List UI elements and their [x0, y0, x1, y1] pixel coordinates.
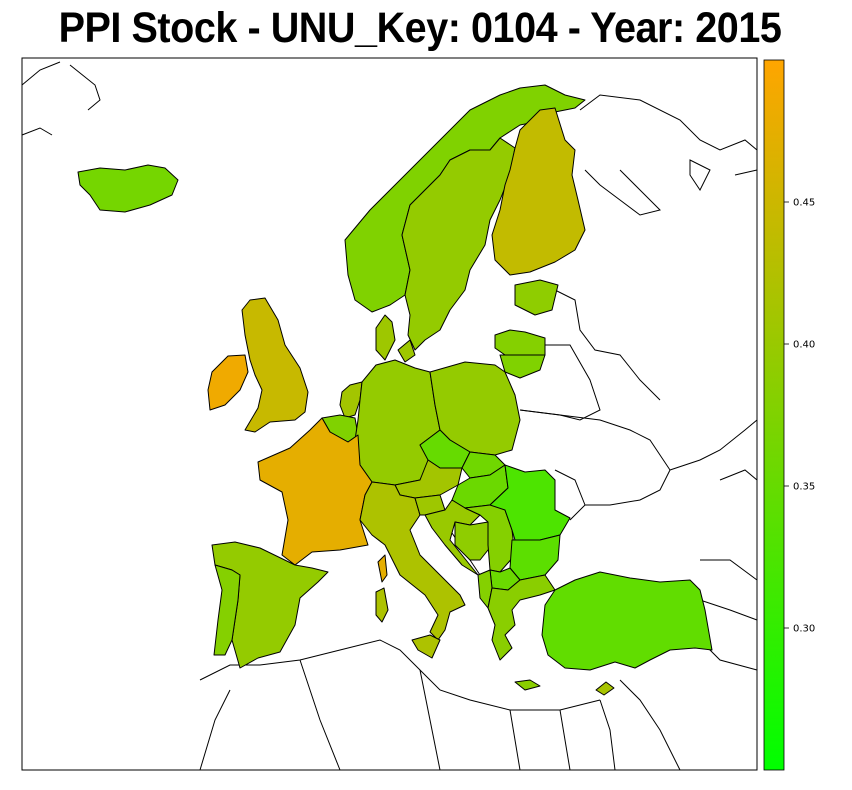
syria-border	[619, 679, 681, 771]
region-romania	[489, 464, 571, 541]
white-sea-outline	[584, 169, 661, 216]
region-finland	[491, 107, 586, 276]
morocco-border	[199, 689, 231, 771]
region-iceland	[77, 164, 179, 213]
legend-tick-label: 0.45	[793, 198, 815, 209]
region-sardinia	[375, 587, 389, 623]
region-denmark-islands	[397, 339, 416, 363]
arctic-coast-outline	[21, 127, 53, 136]
georgia-border	[700, 559, 758, 581]
region-uk	[241, 297, 309, 433]
libya-egypt-border	[509, 709, 521, 771]
region-crete	[514, 679, 541, 691]
region-bosnia	[454, 521, 493, 561]
caucasus-north	[669, 419, 758, 471]
russia-east-coast	[734, 169, 758, 176]
levant-coast	[599, 699, 616, 771]
legend-color-bar	[763, 59, 785, 771]
moldova-border	[554, 469, 586, 506]
region-netherlands	[339, 381, 363, 419]
iran-border	[699, 599, 758, 621]
legend-tick-label: 0.40	[793, 340, 815, 351]
region-sicily	[411, 634, 441, 659]
kola-outline	[689, 159, 711, 191]
region-turkey	[541, 571, 713, 671]
region-estonia	[514, 279, 559, 316]
region-greece	[487, 574, 556, 661]
tunisia-border	[419, 669, 441, 771]
region-cyprus	[595, 681, 615, 696]
data-regions	[77, 84, 713, 696]
region-portugal	[213, 564, 241, 656]
region-corsica	[377, 554, 388, 583]
arctic-island-outline	[69, 64, 101, 111]
map-title: PPI Stock - UNU_Key: 0104 - Year: 2015	[58, 4, 782, 52]
caspian-outline	[719, 469, 758, 481]
egypt-border	[559, 709, 571, 771]
legend-tick-label: 0.30	[793, 624, 815, 635]
region-italy	[359, 481, 466, 641]
background-borders	[21, 61, 758, 771]
legend-tick-label: 0.35	[793, 482, 815, 493]
region-ireland	[207, 354, 249, 411]
russia-north-coast	[579, 94, 758, 151]
algeria-border	[299, 659, 341, 771]
russia-west-border	[554, 289, 661, 401]
legend-ticks: 0.30 0.35 0.40 0.45	[784, 198, 815, 635]
greenland-outline	[21, 61, 61, 86]
region-croatia	[424, 499, 481, 576]
region-lithuania	[499, 354, 546, 379]
region-norway	[344, 84, 586, 313]
region-denmark	[375, 314, 396, 361]
